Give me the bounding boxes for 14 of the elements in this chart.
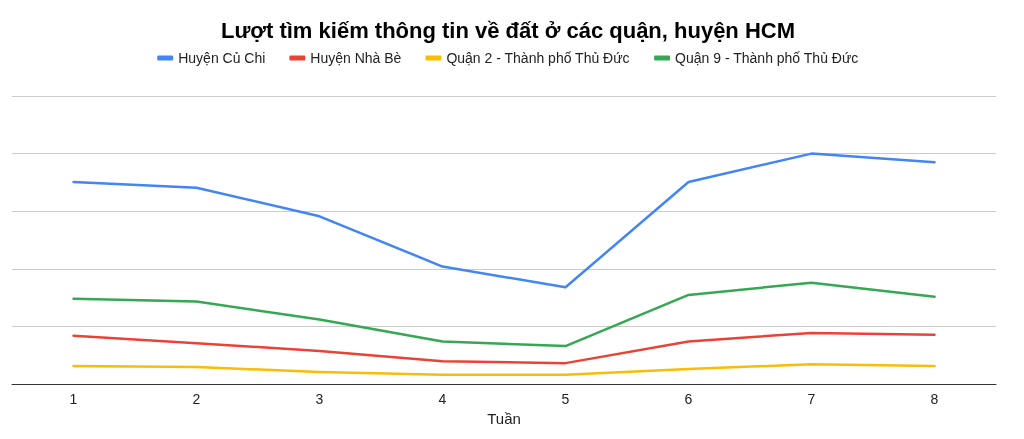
x-tick-label: 5 <box>561 391 570 408</box>
x-tick-label: 2 <box>192 391 201 408</box>
x-tick-label: 7 <box>807 391 816 408</box>
legend-label: Quận 2 - Thành phố Thủ Đức <box>446 50 630 66</box>
legend-label: Huyện Nhà Bè <box>310 50 402 66</box>
x-axis-title: Tuần <box>487 410 521 427</box>
x-tick-label: 1 <box>69 391 78 408</box>
x-tick-label: 8 <box>930 391 939 408</box>
x-tick-label: 4 <box>438 391 447 408</box>
legend-label: Huyện Củ Chi <box>178 50 266 66</box>
x-tick-label: 3 <box>315 391 324 408</box>
chart-title: Lượt tìm kiếm thông tin về đất ở các quận, huyện HCM <box>220 17 796 43</box>
legend-label: Quận 9 - Thành phố Thủ Đức <box>675 50 859 66</box>
x-tick-label: 6 <box>684 391 693 408</box>
